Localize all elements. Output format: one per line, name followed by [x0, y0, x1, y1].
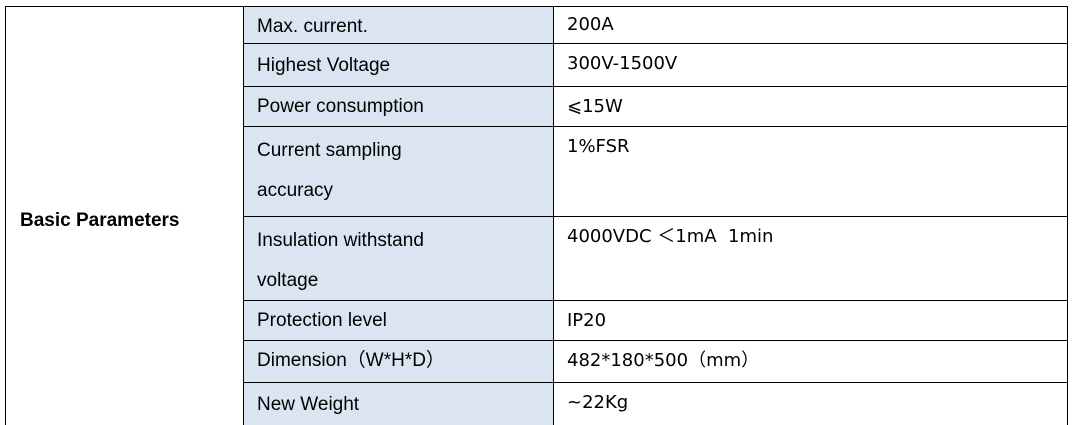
- value-cell: ⩽15W: [553, 86, 1068, 127]
- label-cell: Max. current.: [243, 6, 554, 44]
- param-value: ⩽15W: [567, 96, 623, 117]
- value-cell: 300V-1500V: [553, 43, 1068, 87]
- param-value: 4000VDC ＜1mA 1min: [567, 226, 774, 247]
- param-label: Current sampling accuracy: [257, 140, 402, 201]
- param-value: 1%FSR: [567, 136, 630, 157]
- value-cell: 4000VDC ＜1mA 1min: [553, 216, 1068, 301]
- value-cell: 1%FSR: [553, 126, 1068, 217]
- label-cell: Power consumption: [243, 86, 554, 127]
- label-cell: New Weight: [243, 382, 554, 425]
- label-cell: Protection level: [243, 300, 554, 341]
- param-value: 200A: [567, 14, 614, 35]
- param-value: IP20: [567, 310, 607, 331]
- label-cell: Highest Voltage: [243, 43, 554, 87]
- param-value: 300V-1500V: [567, 53, 678, 74]
- value-cell: 200A: [553, 6, 1068, 44]
- param-label: Max. current.: [257, 16, 368, 37]
- param-label: Protection level: [257, 310, 387, 331]
- param-value: 482*180*500（mm）: [567, 350, 760, 371]
- value-cell: 482*180*500（mm）: [553, 340, 1068, 383]
- param-label: Highest Voltage: [257, 55, 391, 76]
- label-cell: Current sampling accuracy: [243, 126, 554, 217]
- group-cell: Basic Parameters: [5, 6, 244, 425]
- param-label: New Weight: [257, 394, 360, 415]
- param-label: Insulation withstand voltage: [257, 230, 424, 291]
- value-cell: ~22Kg: [553, 382, 1068, 425]
- label-cell: Insulation withstand voltage: [243, 216, 554, 301]
- param-label: Power consumption: [257, 96, 424, 117]
- label-cell: Dimension（W*H*D）: [243, 340, 554, 383]
- value-cell: IP20: [553, 300, 1068, 341]
- param-label: Dimension（W*H*D）: [257, 350, 445, 371]
- group-label: Basic Parameters: [20, 210, 180, 231]
- param-value: ~22Kg: [567, 392, 629, 413]
